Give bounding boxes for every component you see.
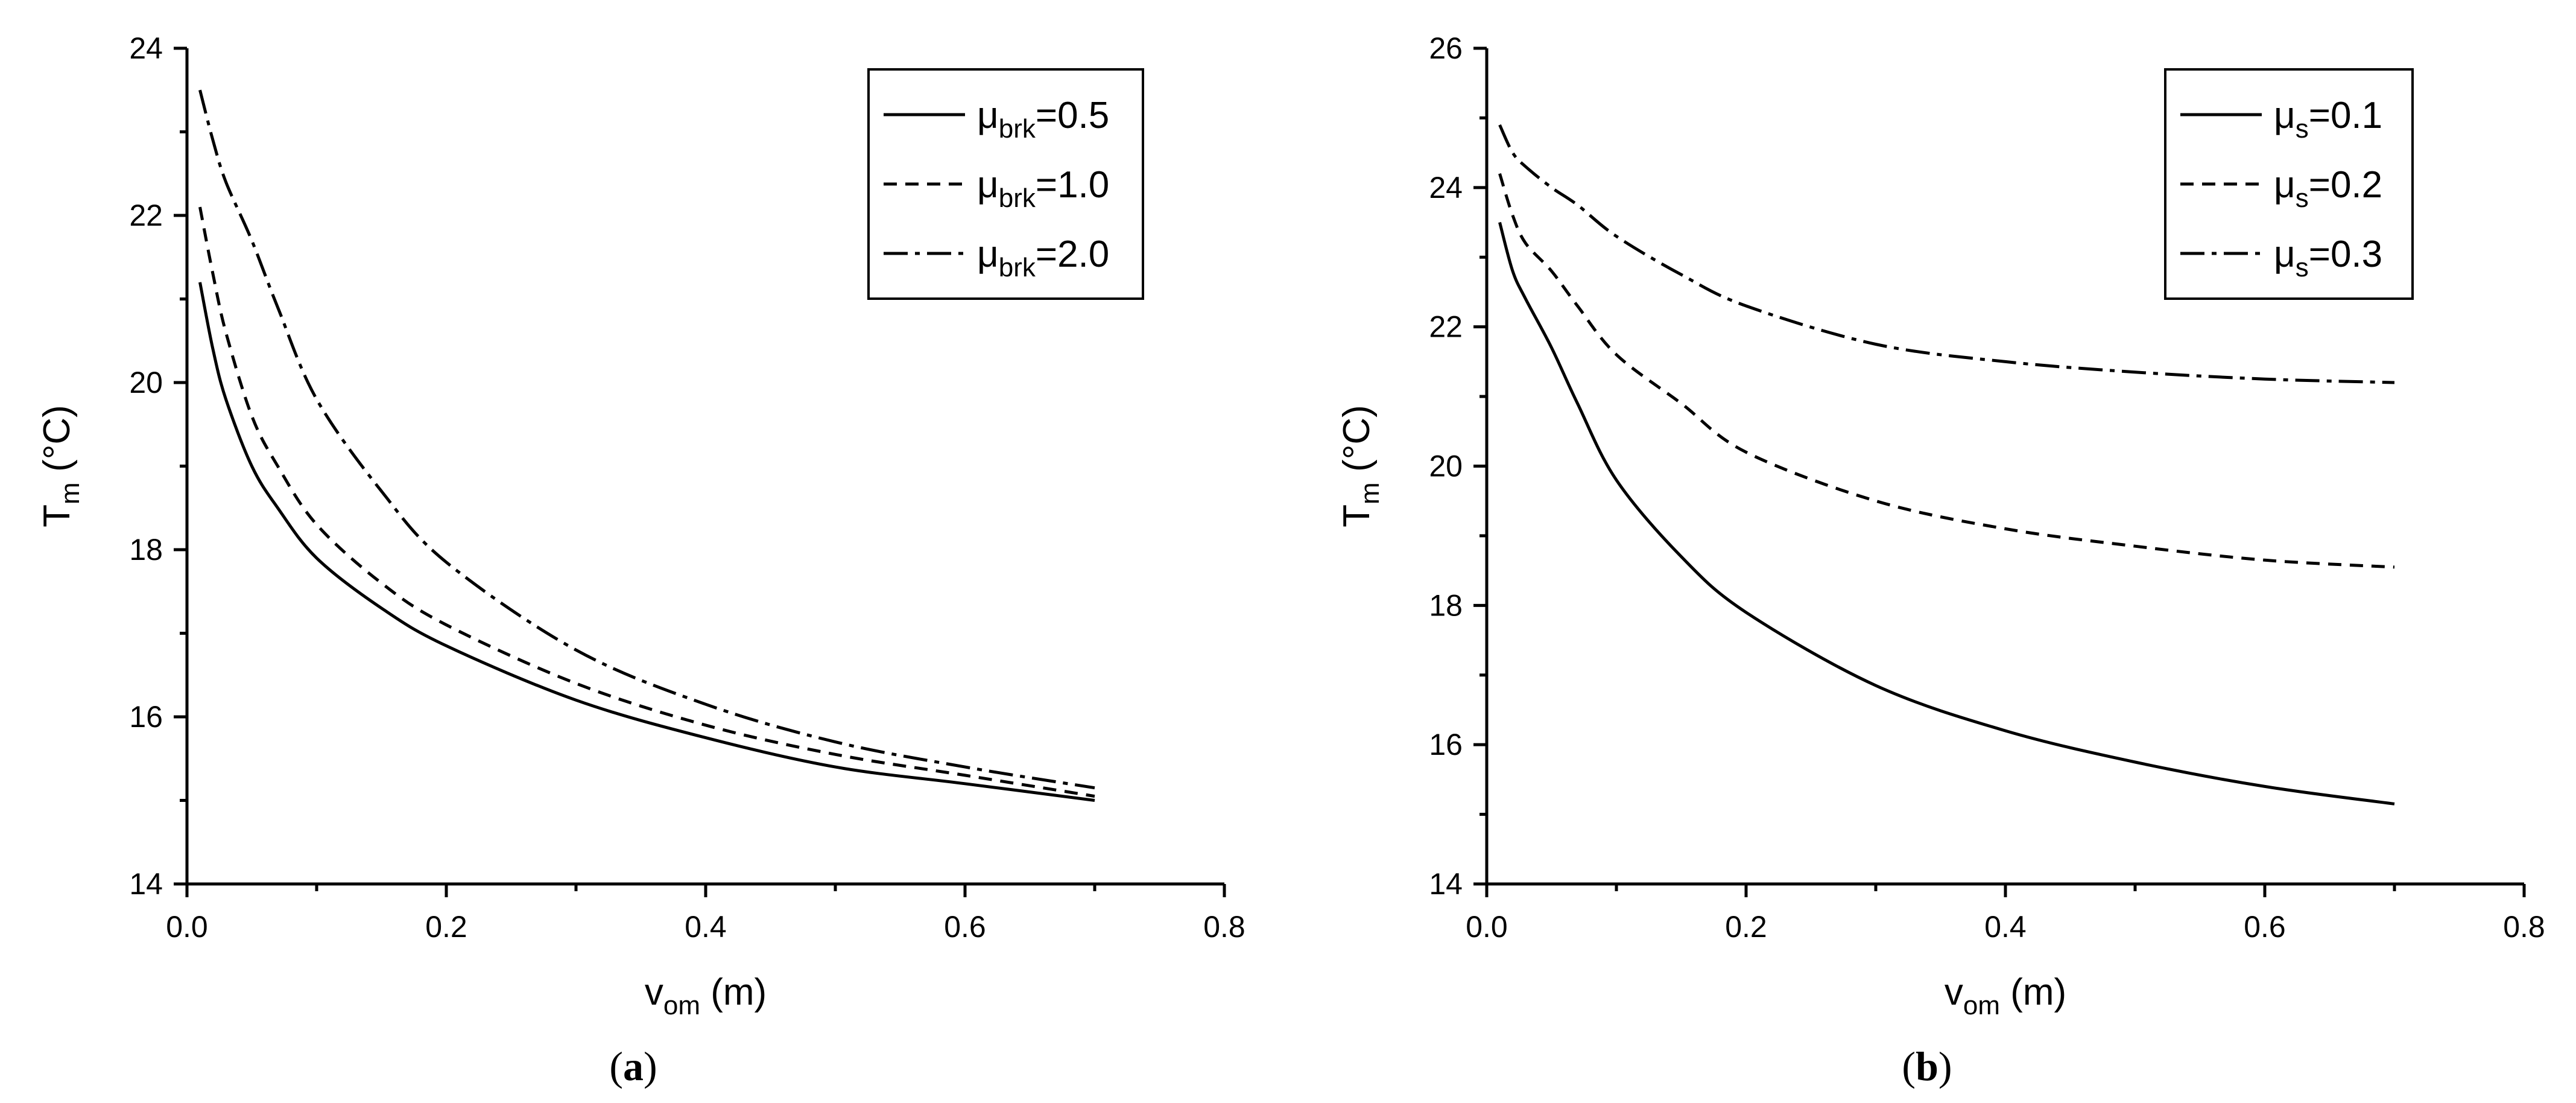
- x-axis-title: vom (m): [645, 971, 767, 1020]
- legend-label: μbrk=1.0: [977, 164, 1109, 213]
- y-tick-label: 22: [129, 199, 163, 232]
- legend-label: μbrk=0.5: [977, 95, 1109, 144]
- y-tick-label: 22: [1429, 310, 1463, 344]
- x-tick-label: 0.8: [2503, 910, 2545, 944]
- y-tick-label: 18: [1429, 588, 1463, 622]
- y-tick-label: 24: [129, 31, 163, 65]
- y-tick-label: 16: [1429, 728, 1463, 761]
- x-tick-label: 0.2: [1725, 910, 1767, 944]
- y-tick-label: 16: [129, 700, 163, 734]
- series-line-3: [1498, 124, 2395, 384]
- series-line-2: [1498, 173, 2395, 569]
- legend-label: μbrk=2.0: [977, 234, 1109, 282]
- x-tick-label: 0.8: [1203, 910, 1245, 944]
- legend-label: μs=0.1: [2274, 95, 2382, 144]
- y-tick-label: 18: [129, 533, 163, 567]
- x-tick-label: 0.6: [944, 910, 986, 944]
- y-tick-label: 20: [129, 366, 163, 399]
- x-tick-label: 0.4: [685, 910, 727, 944]
- x-tick-label: 0.2: [425, 910, 467, 944]
- y-tick-label: 24: [1429, 171, 1463, 205]
- chart-panel-b: 0.0 0.2 0.4 0.6 0.8 14 16 18 20 22 24 26 vom (m) Tm (…: [1336, 31, 2545, 1089]
- x-tick-label: 0.0: [1466, 910, 1508, 944]
- chart-panel-a: 0.0 0.2 0.4 0.6 0.8 14 16 18 20 22 24 vom (m) Tm (°C…: [36, 31, 1245, 1089]
- y-axis-title: Tm (°C): [36, 405, 85, 527]
- y-tick-label: 14: [129, 867, 163, 901]
- legend-label: μs=0.3: [2274, 234, 2382, 282]
- series-line-1: [1498, 221, 2395, 806]
- y-axis-title: Tm (°C): [1336, 405, 1385, 527]
- legend-label: μs=0.2: [2274, 164, 2382, 213]
- series-line-2: [198, 206, 1095, 798]
- x-tick-label: 0.4: [1984, 910, 2027, 944]
- panel-label: (a): [609, 1043, 657, 1089]
- legend: μs=0.1 μs=0.2 μs=0.3: [2164, 68, 2414, 300]
- panel-label: (b): [1902, 1043, 1952, 1089]
- x-axis-title: vom (m): [1945, 971, 2066, 1020]
- series-line-1: [198, 282, 1095, 802]
- x-tick-label: 0.6: [2244, 910, 2286, 944]
- series-line-3: [198, 89, 1095, 790]
- y-tick-label: 14: [1429, 867, 1463, 901]
- y-tick-label: 26: [1429, 31, 1463, 65]
- y-tick-label: 20: [1429, 450, 1463, 483]
- legend: μbrk=0.5 μbrk=1.0 μbrk=2.0: [867, 68, 1144, 300]
- x-tick-label: 0.0: [166, 910, 208, 944]
